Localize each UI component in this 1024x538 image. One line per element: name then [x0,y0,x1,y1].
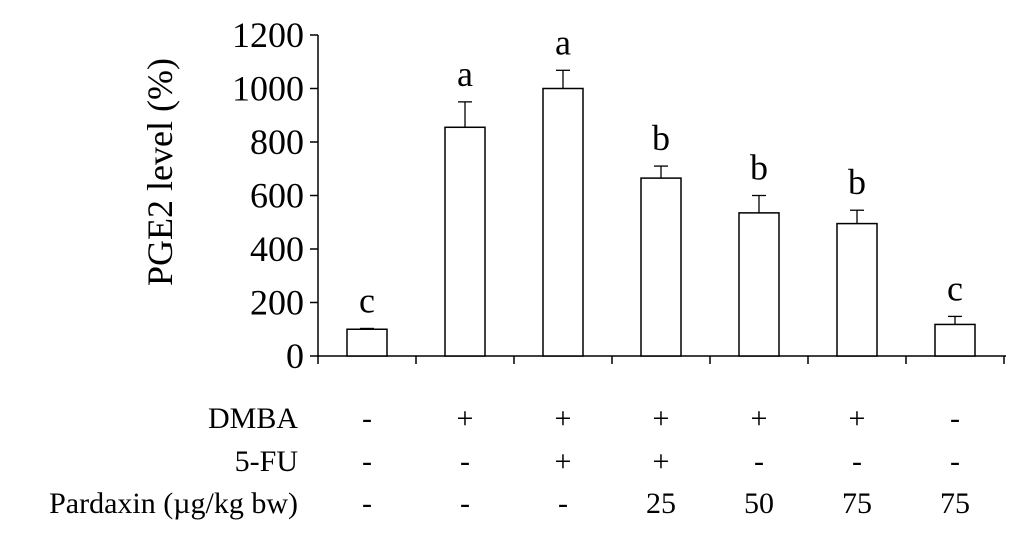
y-axis-label: PGE2 level (%) [140,58,180,286]
bar [444,126,486,357]
bar [738,212,780,357]
treatment-cell: + [555,445,572,478]
significance-label: b [652,118,670,158]
bar [836,222,878,357]
bar [640,177,682,357]
bar [934,323,976,357]
treatment-cell: + [555,402,572,435]
significance-letters: c a a b b b c [359,22,963,320]
treatment-cell: - [852,445,862,478]
y-tick-label: 600 [250,176,304,216]
bar [542,87,584,357]
treatment-cell: - [754,445,764,478]
significance-label: b [848,162,866,202]
treatment-cell: 25 [646,487,676,520]
treatment-cell: 75 [842,487,872,520]
significance-label: a [555,22,571,62]
treatment-cell: + [849,402,866,435]
y-tick-label: 200 [250,283,304,323]
significance-label: b [750,148,768,188]
y-tick-label: 1000 [232,69,304,109]
error-bars [360,69,962,330]
treatment-row-label: DMBA [208,402,298,435]
treatment-cell: + [653,445,670,478]
treatment-cell: - [950,402,960,435]
x-axis [317,355,1006,364]
treatment-cell: - [950,445,960,478]
treatment-cell: - [558,487,568,520]
treatment-cell: - [362,487,372,520]
significance-label: c [359,280,375,320]
treatment-cell: - [460,445,470,478]
significance-label: c [947,268,963,308]
treatment-cell: 50 [744,487,774,520]
treatment-cell: 75 [940,487,970,520]
treatment-row-label: 5-FU [235,445,299,478]
bar [346,328,388,357]
y-tick-label: 400 [250,229,304,269]
treatment-cell: - [362,402,372,435]
bars [346,87,976,357]
y-tick-label: 1200 [232,15,304,55]
y-tick-label: 800 [250,122,304,162]
treatment-cell: + [751,402,768,435]
treatment-cell: - [460,487,470,520]
y-axis: 0 200 400 600 800 1000 1200 [232,15,319,376]
significance-label: a [457,54,473,94]
y-tick-label: 0 [286,336,304,376]
treatment-row-label: Pardaxin (µg/kg bw) [49,487,298,520]
treatment-cell: + [457,402,474,435]
treatment-cell: + [653,402,670,435]
treatment-cell: - [362,445,372,478]
treatment-table: DMBA - + + + + + - 5-FU - - + + - - - Pardaxin (µg/kg bw… [49,402,970,520]
